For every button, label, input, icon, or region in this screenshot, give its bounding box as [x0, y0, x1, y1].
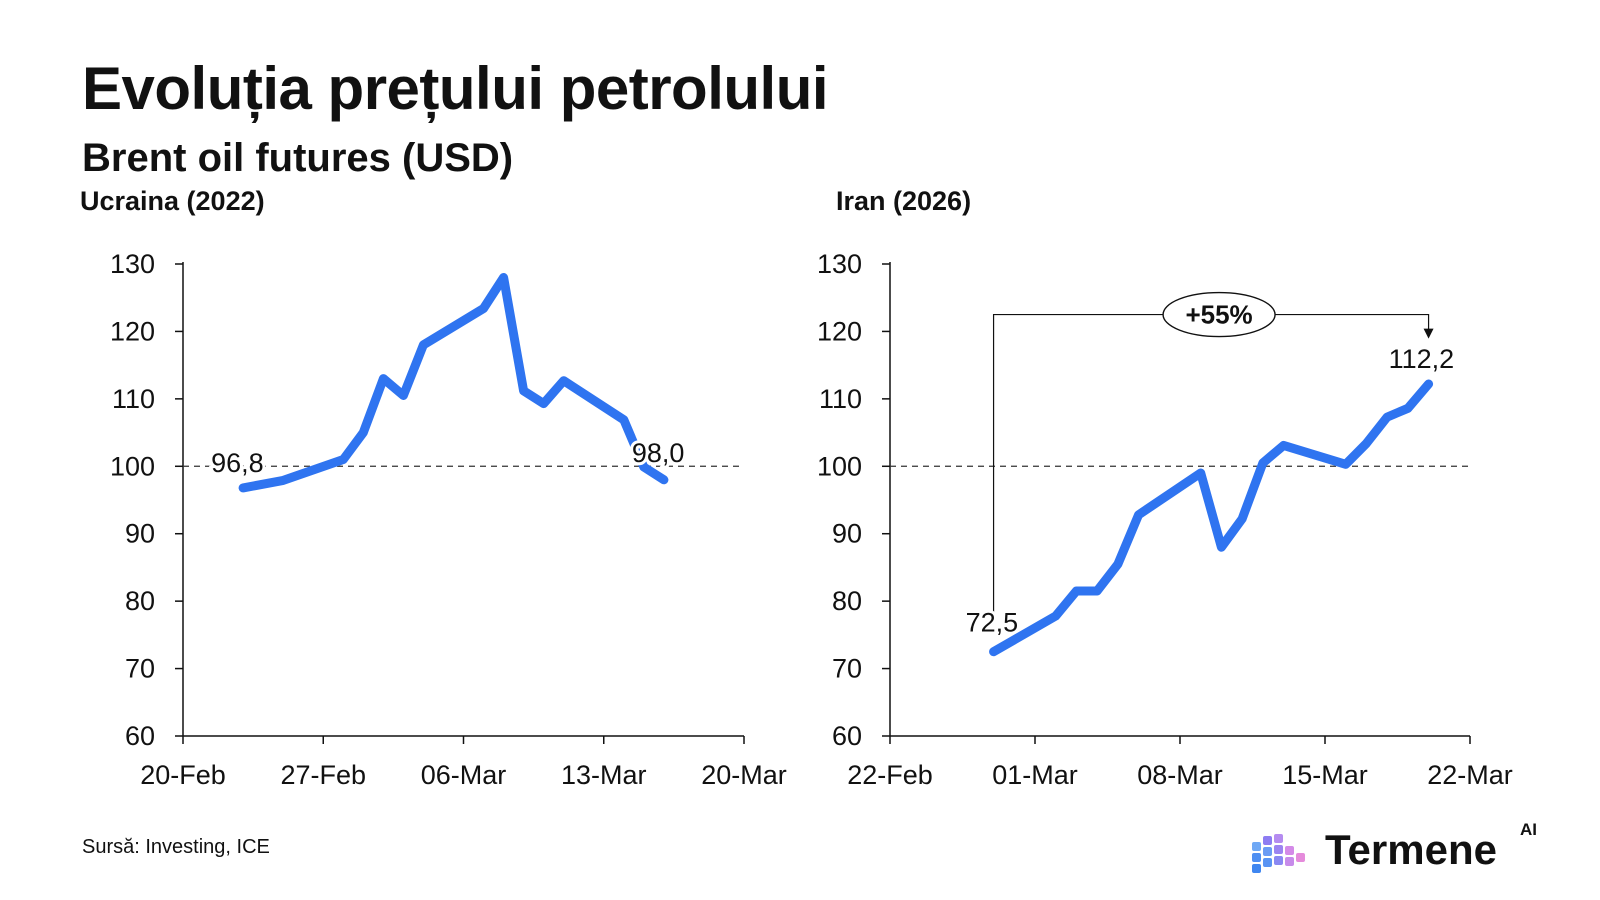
- price-series-line: [989, 379, 1434, 657]
- y-tick-label: 100: [110, 451, 155, 481]
- y-tick-label: 130: [817, 249, 862, 279]
- y-tick-label: 80: [832, 586, 862, 616]
- change-badge-label: +55%: [1185, 300, 1252, 330]
- x-tick-label: 15-Mar: [1282, 760, 1368, 790]
- x-tick-label: 20-Mar: [701, 760, 787, 790]
- source-note: Sursă: Investing, ICE: [82, 836, 270, 858]
- x-tick-label: 06-Mar: [421, 760, 507, 790]
- y-tick-label: 60: [832, 721, 862, 751]
- y-tick-label: 110: [112, 384, 155, 414]
- y-tick-label: 120: [110, 316, 155, 346]
- data-label: 112,2: [1389, 344, 1455, 374]
- x-tick-label: 13-Mar: [561, 760, 647, 790]
- left-chart-title: Ucraina (2022): [80, 186, 265, 216]
- y-tick-label: 90: [832, 519, 862, 549]
- x-tick-label: 01-Mar: [992, 760, 1078, 790]
- brand-superscript: AI: [1520, 820, 1537, 839]
- ukraine-line-chart: 60 70 80 90 100 110 120 130 20-Feb 27-Feb 06-Mar 13…: [110, 249, 787, 790]
- change-badge: [1162, 291, 1276, 338]
- y-tick-label: 90: [125, 519, 155, 549]
- x-tick-label: 22-Mar: [1427, 760, 1513, 790]
- brand-name: Termene: [1325, 826, 1497, 873]
- data-label: 96,8: [211, 448, 264, 478]
- y-tick-label: 70: [832, 654, 862, 684]
- bracket-arrow-icon: [1423, 328, 1434, 339]
- change-bracket: [992, 313, 1430, 616]
- y-tick-label: 70: [125, 654, 155, 684]
- y-tick-label: 100: [817, 451, 862, 481]
- x-tick-label: 08-Mar: [1137, 760, 1223, 790]
- y-tick-label: 130: [110, 249, 155, 279]
- cube-logo-icon: [1252, 834, 1305, 873]
- data-label: 72,5: [966, 608, 1019, 638]
- page-title: Evoluția prețului petrolului: [82, 55, 829, 122]
- x-tick-label: 20-Feb: [140, 760, 226, 790]
- data-label: 98,0: [632, 438, 685, 468]
- iran-line-chart: 60 70 80 90 100 110 120 130 22-Feb 01-Mar 08-Mar 15…: [817, 249, 1513, 790]
- y-tick-label: 120: [817, 316, 862, 346]
- y-tick-label: 80: [125, 586, 155, 616]
- price-series-line: [238, 273, 669, 493]
- y-tick-label: 60: [125, 721, 155, 751]
- y-tick-label: 110: [819, 384, 862, 414]
- right-chart-title: Iran (2026): [836, 186, 972, 216]
- brand-logo: Termene AI: [1250, 820, 1537, 878]
- x-tick-label: 27-Feb: [280, 760, 366, 790]
- x-tick-label: 22-Feb: [847, 760, 933, 790]
- page-subtitle: Brent oil futures (USD): [82, 136, 514, 180]
